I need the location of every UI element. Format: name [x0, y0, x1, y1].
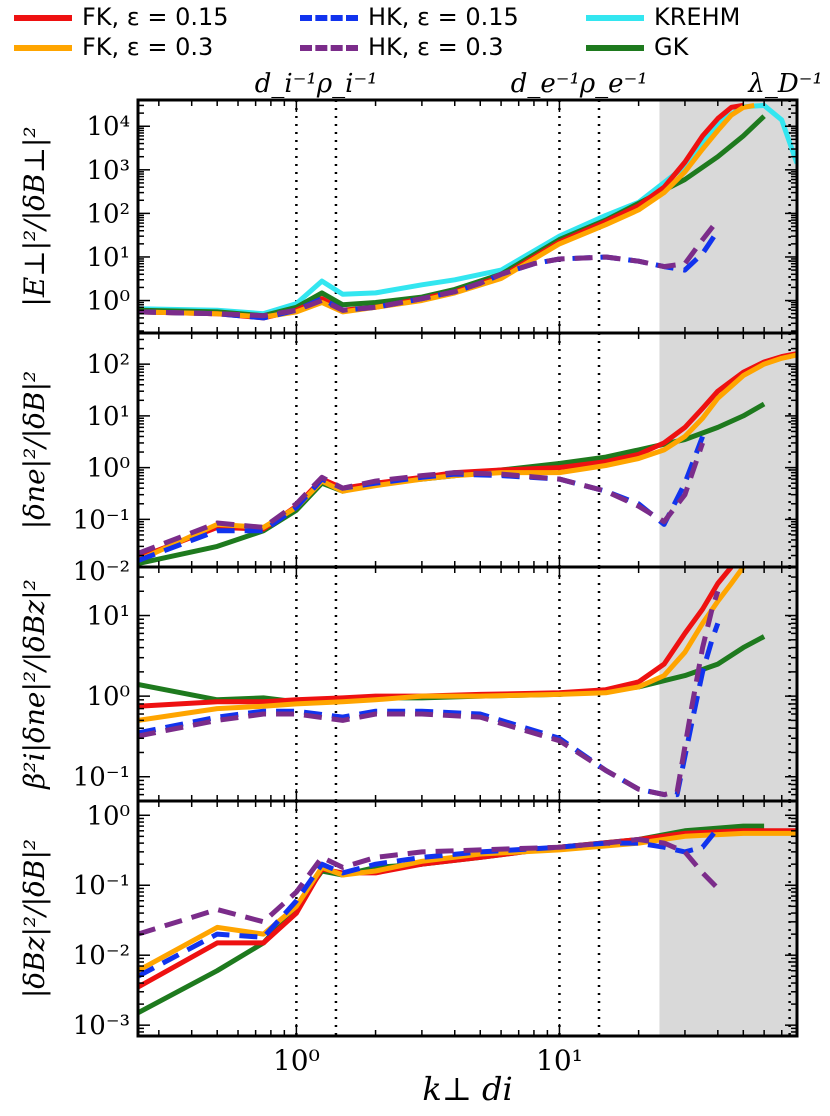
legend-label-krehm: KREHM [654, 3, 741, 31]
legend-swatch-hk03 [300, 45, 358, 51]
scale-marker-label-0: d_i⁻¹ρ_i⁻¹ [255, 69, 378, 99]
xtick-label-0: 10⁰ [273, 1044, 320, 1077]
ytick-label-3-0: 10⁻¹ [73, 763, 130, 793]
ytick-label-2-2: 10⁰ [86, 454, 130, 484]
series-hk03-panel-3 [138, 590, 721, 798]
ytick-label-3-2: 10¹ [86, 602, 130, 632]
legend-swatch-krehm [586, 15, 644, 21]
ylabel-panel-1: |E⊥|²/|δB⊥|² [18, 126, 51, 306]
legend-label-hk015: HK, ε = 0.15 [368, 3, 519, 31]
xtick-label-1: 10¹ [536, 1044, 583, 1077]
ytick-label-2-0: 10⁻² [73, 557, 130, 587]
legend: FK, ε = 0.15 FK, ε = 0.3 HK, ε = 0.15 HK… [0, 0, 830, 64]
shaded-region-4 [659, 801, 797, 1036]
legend-label-fk03: FK, ε = 0.3 [82, 33, 214, 61]
ytick-label-4-0: 10⁻³ [73, 1011, 130, 1041]
legend-label-fk015: FK, ε = 0.15 [82, 3, 229, 31]
series-hk03-panel-4 [138, 837, 720, 937]
xlabel: k⊥ di [422, 1070, 512, 1108]
series-fk015-panel-1 [138, 102, 744, 321]
ytick-label-4-1: 10⁻² [73, 941, 130, 971]
panel-2: 10⁻² 10⁻¹ 10⁰ 10¹ 10² |δne|²/|δB|² [18, 331, 799, 587]
ytick-label-1-1: 10¹ [86, 243, 130, 273]
legend-swatch-gk [586, 45, 644, 51]
shaded-region-3 [659, 567, 797, 801]
ytick-label-1-0: 10⁰ [86, 287, 130, 317]
panel-3: 10⁻¹ 10⁰ 10¹ β²i|δne|²/|δBz|² [18, 565, 799, 803]
ytick-label-4-2: 10⁻¹ [73, 871, 130, 901]
series-fk03-panel-3 [138, 567, 746, 723]
scale-marker-label-1: d_e⁻¹ρ_e⁻¹ [511, 69, 648, 99]
series-hk03-panel-1 [138, 218, 720, 319]
legend-swatch-fk015 [14, 15, 72, 21]
series-hk015-panel-4 [138, 826, 720, 979]
panel-4: 10⁻³ 10⁻² 10⁻¹ 10⁰ |δBz|²/|δB|² [18, 799, 799, 1041]
ylabel-panel-2: |δne|²/|δB|² [18, 371, 51, 530]
series-hk015-panel-1 [138, 229, 720, 321]
ytick-label-1-4: 10⁴ [86, 112, 130, 142]
ytick-label-1-3: 10³ [86, 156, 130, 186]
series-group-2 [138, 351, 797, 566]
legend-swatch-hk015 [300, 15, 358, 21]
series-group-4 [138, 823, 797, 1016]
panel-frame-4 [136, 799, 799, 1038]
ytick-label-4-3: 10⁰ [86, 801, 130, 831]
shaded-region-1 [659, 100, 797, 333]
legend-swatch-fk03 [14, 45, 72, 51]
ytick-label-2-4: 10² [86, 350, 130, 380]
legend-label-gk: GK [654, 33, 689, 61]
ytick-label-1-2: 10² [86, 199, 130, 229]
series-fk03-panel-1 [138, 102, 755, 320]
ytick-label-3-1: 10⁰ [86, 682, 130, 712]
series-hk03-panel-2 [138, 442, 705, 556]
ylabel-panel-3: β²i|δne|²/|δBz|² [18, 579, 51, 790]
ytick-label-2-1: 10⁻¹ [73, 505, 130, 535]
series-group-1 [138, 102, 797, 321]
ytick-label-2-3: 10¹ [86, 402, 130, 432]
ylabel-panel-4: |δBz|²/|δB|² [18, 839, 51, 998]
panel-1: 10⁰ 10¹ 10² 10³ 10⁴ |E⊥|²/|δB⊥|² [18, 98, 799, 335]
series-group-3 [138, 567, 766, 798]
shaded-region-2 [659, 333, 797, 567]
legend-label-hk03: HK, ε = 0.3 [368, 33, 504, 61]
scale-marker-label-2: λ_D⁻¹ [747, 69, 822, 99]
